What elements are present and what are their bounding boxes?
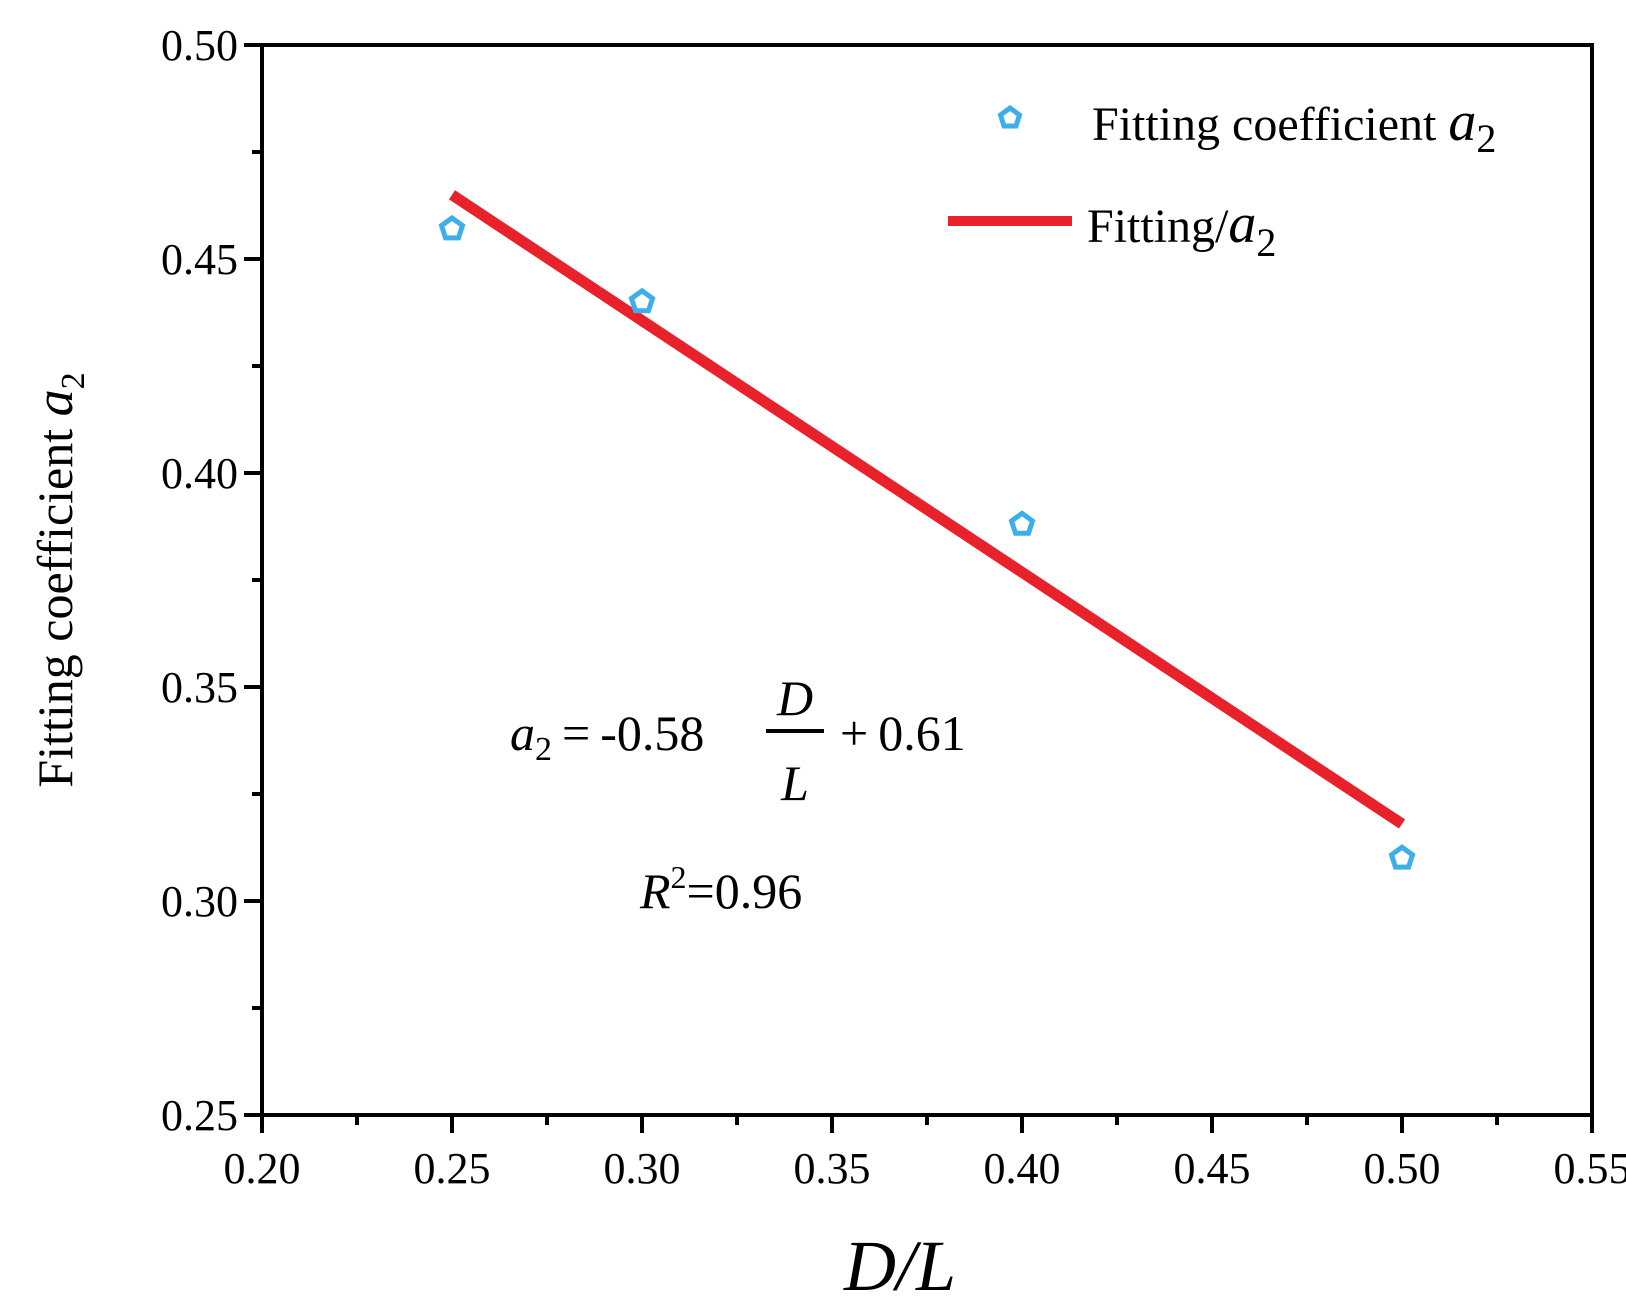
r-squared: R2=0.96 (639, 859, 802, 919)
y-tick-label: 0.45 (161, 235, 238, 284)
x-tick-label: 0.40 (984, 1144, 1061, 1193)
legend-entry-fit: Fitting/a2 (1087, 193, 1276, 265)
x-tick-label: 0.45 (1174, 1144, 1251, 1193)
legend-pentagon-marker (997, 104, 1023, 129)
equation-frac-num: D (776, 670, 813, 726)
x-tick-label: 0.30 (604, 1144, 681, 1193)
x-tick-label: 0.35 (794, 1144, 871, 1193)
fit-line (448, 190, 1406, 829)
legend-entry-points: Fitting coefficient a2 (1092, 91, 1496, 161)
y-tick-label: 0.30 (161, 877, 238, 926)
equation-frac-den: L (780, 755, 809, 811)
x-tick-label: 0.50 (1364, 1144, 1441, 1193)
x-axis-label: D/L (843, 1226, 956, 1302)
y-axis-ticks: 0.25 0.30 0.35 0.40 0.45 0.50 (161, 21, 262, 1140)
data-point (1388, 844, 1416, 870)
data-points (438, 214, 1416, 870)
equation-lhs: a2 = -0.58 (510, 705, 704, 768)
equation-annotation: a2 = -0.58 D L +0.61 R2=0.96 (510, 670, 966, 919)
y-tick-label: 0.40 (161, 449, 238, 498)
y-tick-label: 0.35 (161, 663, 238, 712)
x-axis-ticks: 0.20 0.25 0.30 0.35 0.40 0.45 0.50 0.55 (224, 1115, 1626, 1193)
data-point (438, 214, 466, 241)
y-tick-label: 0.50 (161, 21, 238, 70)
x-tick-label: 0.25 (414, 1144, 491, 1193)
x-tick-label: 0.55 (1554, 1144, 1626, 1193)
y-tick-label: 0.25 (161, 1091, 238, 1140)
data-point (1008, 510, 1036, 536)
fit-line-group (448, 190, 1406, 829)
legend: Fitting coefficient a2 Fitting/a2 (948, 91, 1496, 265)
x-tick-label: 0.20 (224, 1144, 301, 1193)
y-axis-label: Fitting coefficient a2 (24, 372, 92, 787)
equation-rhs: +0.61 (840, 705, 966, 761)
data-point (628, 287, 656, 314)
